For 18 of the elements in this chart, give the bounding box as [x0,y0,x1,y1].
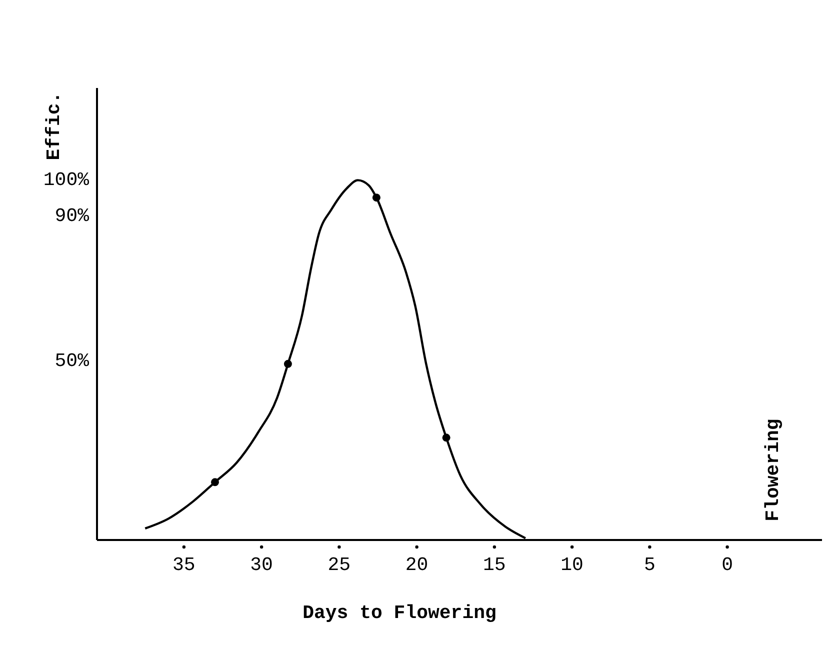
x-tick-label: 35 [172,554,196,576]
point [284,360,292,368]
x-tick-label: 10 [560,554,584,576]
point [372,194,380,202]
x-tick-label: 30 [250,554,273,576]
point [442,434,450,442]
point [210,478,219,486]
y-tick-label: 100% [43,169,90,192]
x-tick-label: 25 [328,554,351,576]
x-tick-label: 0 [722,554,734,576]
x-tick-label: 5 [644,554,656,576]
y-tick-label: 90% [54,205,90,228]
y-tick-label: 50% [54,350,90,372]
x-tick-label: 15 [483,554,506,576]
annotation: Flowering [762,418,784,522]
y-axis-title: Effic. [43,92,65,160]
x-tick-label: 20 [405,554,428,576]
x-axis-title: Days to Flowering [302,602,496,624]
